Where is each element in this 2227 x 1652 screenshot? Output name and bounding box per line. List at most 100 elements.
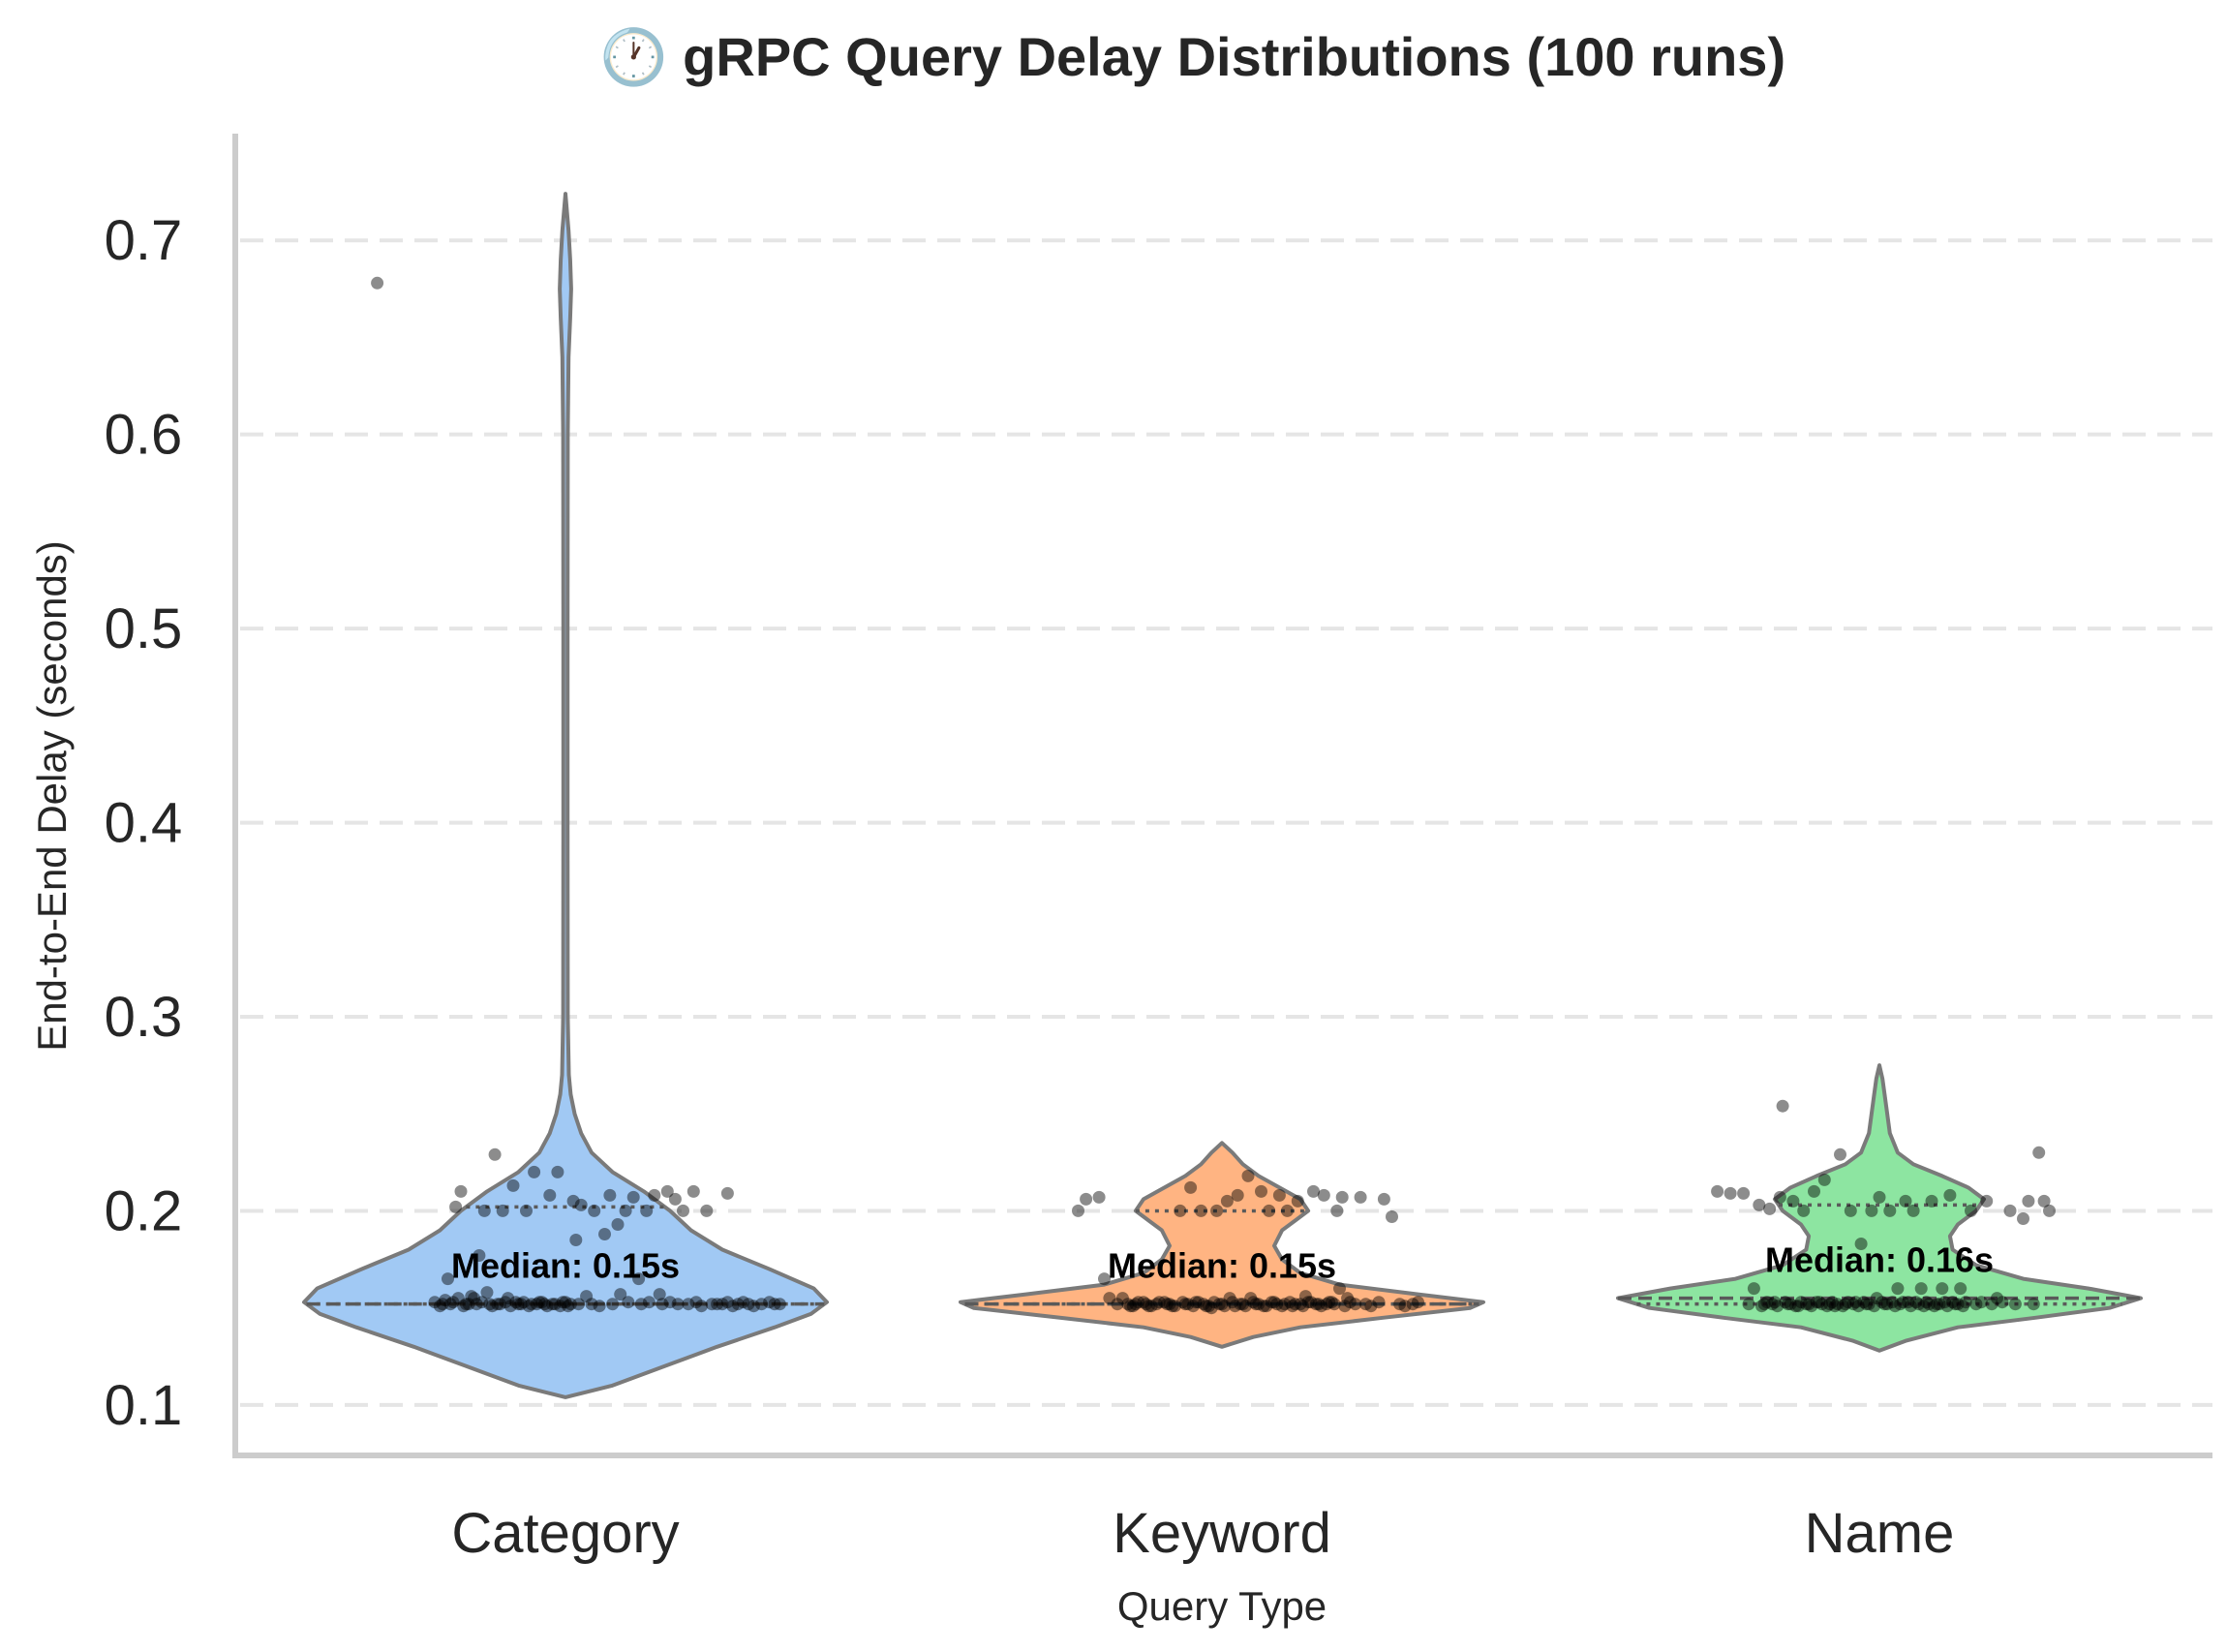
data-point: [1238, 1300, 1252, 1313]
data-point: [1241, 1169, 1255, 1182]
data-point: [439, 1294, 452, 1307]
data-point: [480, 1286, 494, 1300]
data-point: [1291, 1194, 1304, 1208]
data-point: [622, 1296, 635, 1309]
data-point: [1252, 1298, 1266, 1311]
data-point: [686, 1184, 700, 1198]
data-point: [634, 1298, 648, 1311]
data-point: [2003, 1204, 2017, 1217]
data-point: [1207, 1296, 1221, 1309]
data-point: [1839, 1298, 1852, 1311]
data-point: [1862, 1298, 1876, 1311]
data-point: [1899, 1194, 1912, 1208]
data-point: [1189, 1296, 1203, 1309]
data-point: [1229, 1300, 1241, 1313]
data-point: [1797, 1204, 1811, 1217]
data-point: [705, 1298, 718, 1311]
data-point: [485, 1300, 499, 1313]
data-point: [1823, 1298, 1837, 1311]
data-point: [1896, 1296, 1909, 1309]
data-point: [1880, 1298, 1894, 1311]
data-point: [1865, 1204, 1878, 1217]
data-point: [1760, 1296, 1774, 1309]
data-point: [443, 1298, 457, 1311]
median-label: Median: 0.16s: [1765, 1240, 1994, 1280]
data-point: [1283, 1296, 1297, 1309]
data-point: [1301, 1296, 1315, 1309]
data-point: [1946, 1296, 1960, 1309]
data-point: [537, 1298, 551, 1311]
data-point: [1098, 1272, 1111, 1286]
data-point: [503, 1300, 517, 1313]
data-point: [1212, 1298, 1226, 1311]
data-point: [588, 1204, 601, 1217]
x-tick-label: Category: [451, 1502, 679, 1565]
data-point: [1267, 1296, 1281, 1309]
data-point: [442, 1272, 454, 1286]
data-point: [1176, 1296, 1189, 1309]
data-point: [1111, 1298, 1124, 1311]
data-point: [506, 1178, 520, 1192]
data-point: [1218, 1300, 1232, 1313]
data-point: [1860, 1298, 1873, 1311]
data-point: [371, 276, 384, 290]
data-point: [1192, 1296, 1205, 1309]
data-point: [1210, 1204, 1224, 1217]
data-point: [1857, 1296, 1871, 1309]
data-point: [451, 1292, 465, 1305]
data-point: [543, 1188, 557, 1202]
data-point: [671, 1298, 685, 1311]
data-point: [720, 1186, 734, 1200]
data-point: [677, 1204, 689, 1217]
data-point: [1956, 1300, 1969, 1313]
data-point: [1186, 1300, 1200, 1313]
data-point: [1753, 1198, 1766, 1211]
data-point: [1883, 1204, 1897, 1217]
data-point: [533, 1296, 546, 1309]
data-point: [1920, 1296, 1934, 1309]
data-point: [720, 1296, 734, 1309]
data-point: [768, 1298, 781, 1311]
data-point: [1320, 1298, 1333, 1311]
data-point: [1851, 1300, 1865, 1313]
data-point: [1323, 1296, 1336, 1309]
data-point: [1834, 1147, 1846, 1161]
y-tick-labels: 0.1 0.2 0.3 0.4 0.5 0.6 0.7: [105, 209, 183, 1437]
data-point: [1244, 1292, 1258, 1305]
data-point: [1933, 1298, 1946, 1311]
data-point: [1194, 1204, 1207, 1217]
data-point: [1124, 1300, 1137, 1313]
data-point: [1868, 1300, 1881, 1313]
data-point: [1771, 1300, 1785, 1313]
data-point: [1325, 1296, 1338, 1309]
data-point: [428, 1296, 442, 1309]
y-tick-label: 0.2: [105, 1179, 183, 1242]
data-point: [1820, 1300, 1834, 1313]
data-point: [528, 1165, 541, 1178]
data-point: [1246, 1296, 1260, 1309]
data-point: [614, 1288, 627, 1301]
data-point: [1791, 1300, 1805, 1313]
data-point: [1873, 1190, 1886, 1204]
data-point: [1831, 1298, 1845, 1311]
data-point: [535, 1296, 549, 1309]
data-point: [564, 1298, 577, 1311]
y-tick-label: 0.3: [105, 986, 183, 1049]
data-point: [1181, 1298, 1195, 1311]
data-point: [1782, 1298, 1794, 1311]
data-point: [1080, 1192, 1093, 1206]
data-point: [494, 1298, 506, 1311]
data-point: [1888, 1300, 1902, 1313]
y-axis-label: End-to-End Delay (seconds): [29, 540, 75, 1052]
data-point: [1215, 1298, 1229, 1311]
data-point: [1249, 1298, 1263, 1311]
data-point: [1178, 1298, 1192, 1311]
data-point: [1849, 1296, 1863, 1309]
data-point: [1784, 1298, 1797, 1311]
data-point: [1152, 1296, 1166, 1309]
data-point: [1166, 1300, 1179, 1313]
data-point: [598, 1228, 611, 1240]
data-point: [574, 1198, 588, 1211]
